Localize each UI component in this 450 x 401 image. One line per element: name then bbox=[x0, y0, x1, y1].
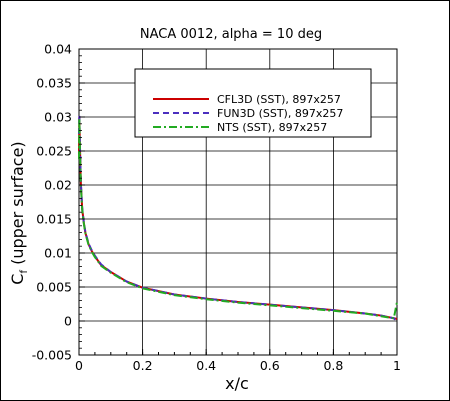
y-tick-label: 0.035 bbox=[36, 76, 72, 91]
y-tick-label: 0.04 bbox=[44, 42, 72, 57]
legend-label-1: FUN3D (SST), 897x257 bbox=[217, 107, 343, 120]
legend-label-0: CFL3D (SST), 897x257 bbox=[217, 93, 341, 106]
x-tick-label: 0.4 bbox=[196, 358, 216, 373]
y-axis-label-main: C bbox=[8, 274, 27, 285]
y-axis-label-rest: (upper surface) bbox=[8, 141, 27, 270]
y-tick-label: 0.02 bbox=[44, 178, 72, 193]
x-tick-label: 0.6 bbox=[260, 358, 280, 373]
x-tick-label: 0.2 bbox=[133, 358, 153, 373]
y-tick-label: -0.005 bbox=[32, 348, 72, 363]
y-tick-label: 0.03 bbox=[44, 110, 72, 125]
y-tick-label: 0.025 bbox=[36, 144, 72, 159]
y-axis-label: Cf (upper surface) bbox=[8, 141, 30, 284]
y-tick-labels: -0.005 0 0.005 0.01 0.015 0.02 0.025 0.03 0.035 0… bbox=[32, 42, 72, 363]
y-tick-label: 0.01 bbox=[44, 246, 72, 261]
chart-title: NACA 0012, alpha = 10 deg bbox=[140, 27, 322, 42]
y-tick-label: 0.015 bbox=[36, 212, 72, 227]
series-layer bbox=[79, 115, 397, 321]
legend-label-2: NTS (SST), 897x257 bbox=[217, 121, 327, 134]
x-tick-labels: 0 0.2 0.4 0.6 0.8 1 bbox=[75, 358, 401, 373]
series-line-2 bbox=[79, 118, 397, 318]
x-tick-label: 0 bbox=[75, 358, 83, 373]
series-line-0 bbox=[79, 117, 397, 319]
y-tick-label: 0 bbox=[64, 314, 72, 329]
x-axis-label: x/c bbox=[225, 374, 249, 393]
series-line-1 bbox=[79, 115, 397, 321]
y-tick-label: 0.005 bbox=[36, 280, 72, 295]
x-tick-label: 1 bbox=[393, 358, 401, 373]
x-tick-label: 0.8 bbox=[323, 358, 343, 373]
